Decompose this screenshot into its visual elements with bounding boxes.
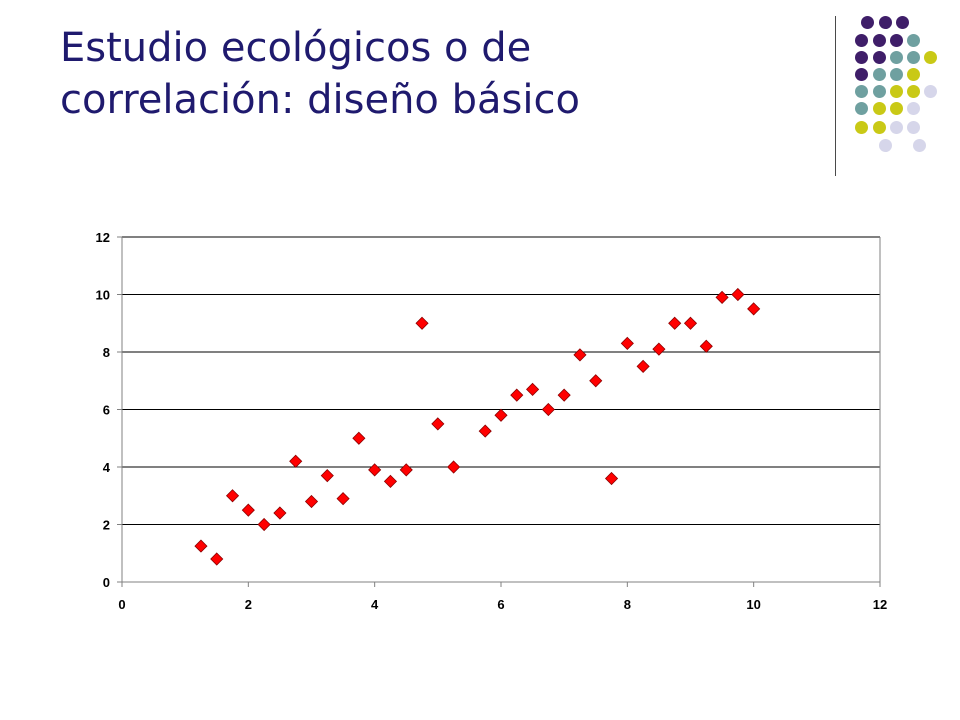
decorative-dot [896, 16, 909, 29]
decorative-dot [913, 139, 926, 152]
y-tick-label: 8 [103, 345, 110, 360]
decorative-dot [873, 34, 886, 47]
data-point [636, 359, 650, 373]
y-tick-label: 12 [96, 230, 110, 245]
slide-title: Estudio ecológicos o de correlación: dis… [60, 22, 800, 126]
decorative-dot [907, 68, 920, 81]
data-point [431, 417, 445, 431]
data-point [573, 348, 587, 362]
y-tick-label: 10 [96, 288, 110, 303]
y-tick-label: 6 [103, 403, 110, 418]
x-tick-label: 8 [624, 597, 631, 612]
data-point [683, 316, 698, 330]
data-point [368, 463, 382, 477]
decorative-dot [890, 102, 903, 115]
decorative-dot [890, 68, 903, 81]
decorative-dot [873, 121, 886, 134]
data-point [336, 492, 350, 506]
y-tick-label: 2 [103, 518, 110, 533]
data-point [352, 431, 366, 445]
decorative-dot [890, 85, 903, 98]
data-point [526, 382, 540, 396]
data-point [652, 342, 666, 356]
x-tick-label: 6 [497, 597, 504, 612]
decorative-dot [879, 139, 892, 152]
decorative-dot [873, 68, 886, 81]
data-point [241, 503, 255, 517]
decorative-dot [873, 51, 886, 64]
decorative-dot [855, 51, 868, 64]
y-tick-label: 0 [103, 575, 110, 590]
data-point [699, 339, 713, 353]
data-point [747, 302, 761, 316]
decorative-dot [907, 102, 920, 115]
x-tick-label: 2 [245, 597, 252, 612]
decorative-dot-grid [0, 0, 960, 180]
data-point [320, 469, 334, 483]
decorative-dot [855, 68, 868, 81]
decorative-dot [907, 51, 920, 64]
data-point [604, 471, 619, 486]
data-point [478, 424, 492, 438]
data-point [541, 402, 555, 417]
decorative-dot [873, 85, 886, 98]
data-point [494, 408, 508, 422]
data-point [225, 489, 240, 503]
data-point [273, 506, 287, 520]
decorative-dot [855, 121, 868, 134]
decorative-dot [890, 121, 903, 134]
decorative-dot [855, 85, 868, 98]
x-tick-label: 12 [873, 597, 887, 612]
data-point [399, 463, 413, 477]
x-tick-label: 4 [371, 597, 379, 612]
data-point [383, 474, 398, 488]
decorative-dot [855, 34, 868, 47]
data-point [257, 517, 271, 532]
decorative-dot [873, 102, 886, 115]
scatter-chart: 0 2 4 6 8 10 12 0 2 4 6 8 10 12 [96, 230, 888, 612]
decorative-dot [907, 34, 920, 47]
data-point [620, 336, 634, 350]
data-point [589, 374, 603, 388]
data-point [415, 316, 429, 330]
decorative-dot [855, 102, 868, 115]
slide-title-line-1: Estudio ecológicos o de [60, 25, 532, 71]
x-tick-label: 0 [118, 597, 125, 612]
data-point [304, 494, 319, 509]
decorative-dot [907, 85, 920, 98]
slide-title-line-2: correlación: diseño básico [60, 77, 580, 123]
decorative-dot [907, 121, 920, 134]
data-point [668, 316, 682, 330]
data-point [210, 552, 224, 566]
data-point [194, 539, 208, 553]
data-point [510, 388, 524, 402]
x-tick-label: 10 [746, 597, 760, 612]
data-point [557, 388, 571, 402]
y-tick-label: 4 [103, 460, 111, 475]
decorative-dot [879, 16, 892, 29]
decorative-dot [924, 51, 937, 64]
data-point [289, 454, 303, 468]
data-point [731, 287, 745, 302]
decorative-dot [861, 16, 874, 29]
decorative-divider-line [835, 16, 836, 176]
decorative-dot [890, 51, 903, 64]
decorative-dot [890, 34, 903, 47]
decorative-dot [924, 85, 937, 98]
data-point [715, 290, 729, 304]
data-point [447, 460, 461, 474]
